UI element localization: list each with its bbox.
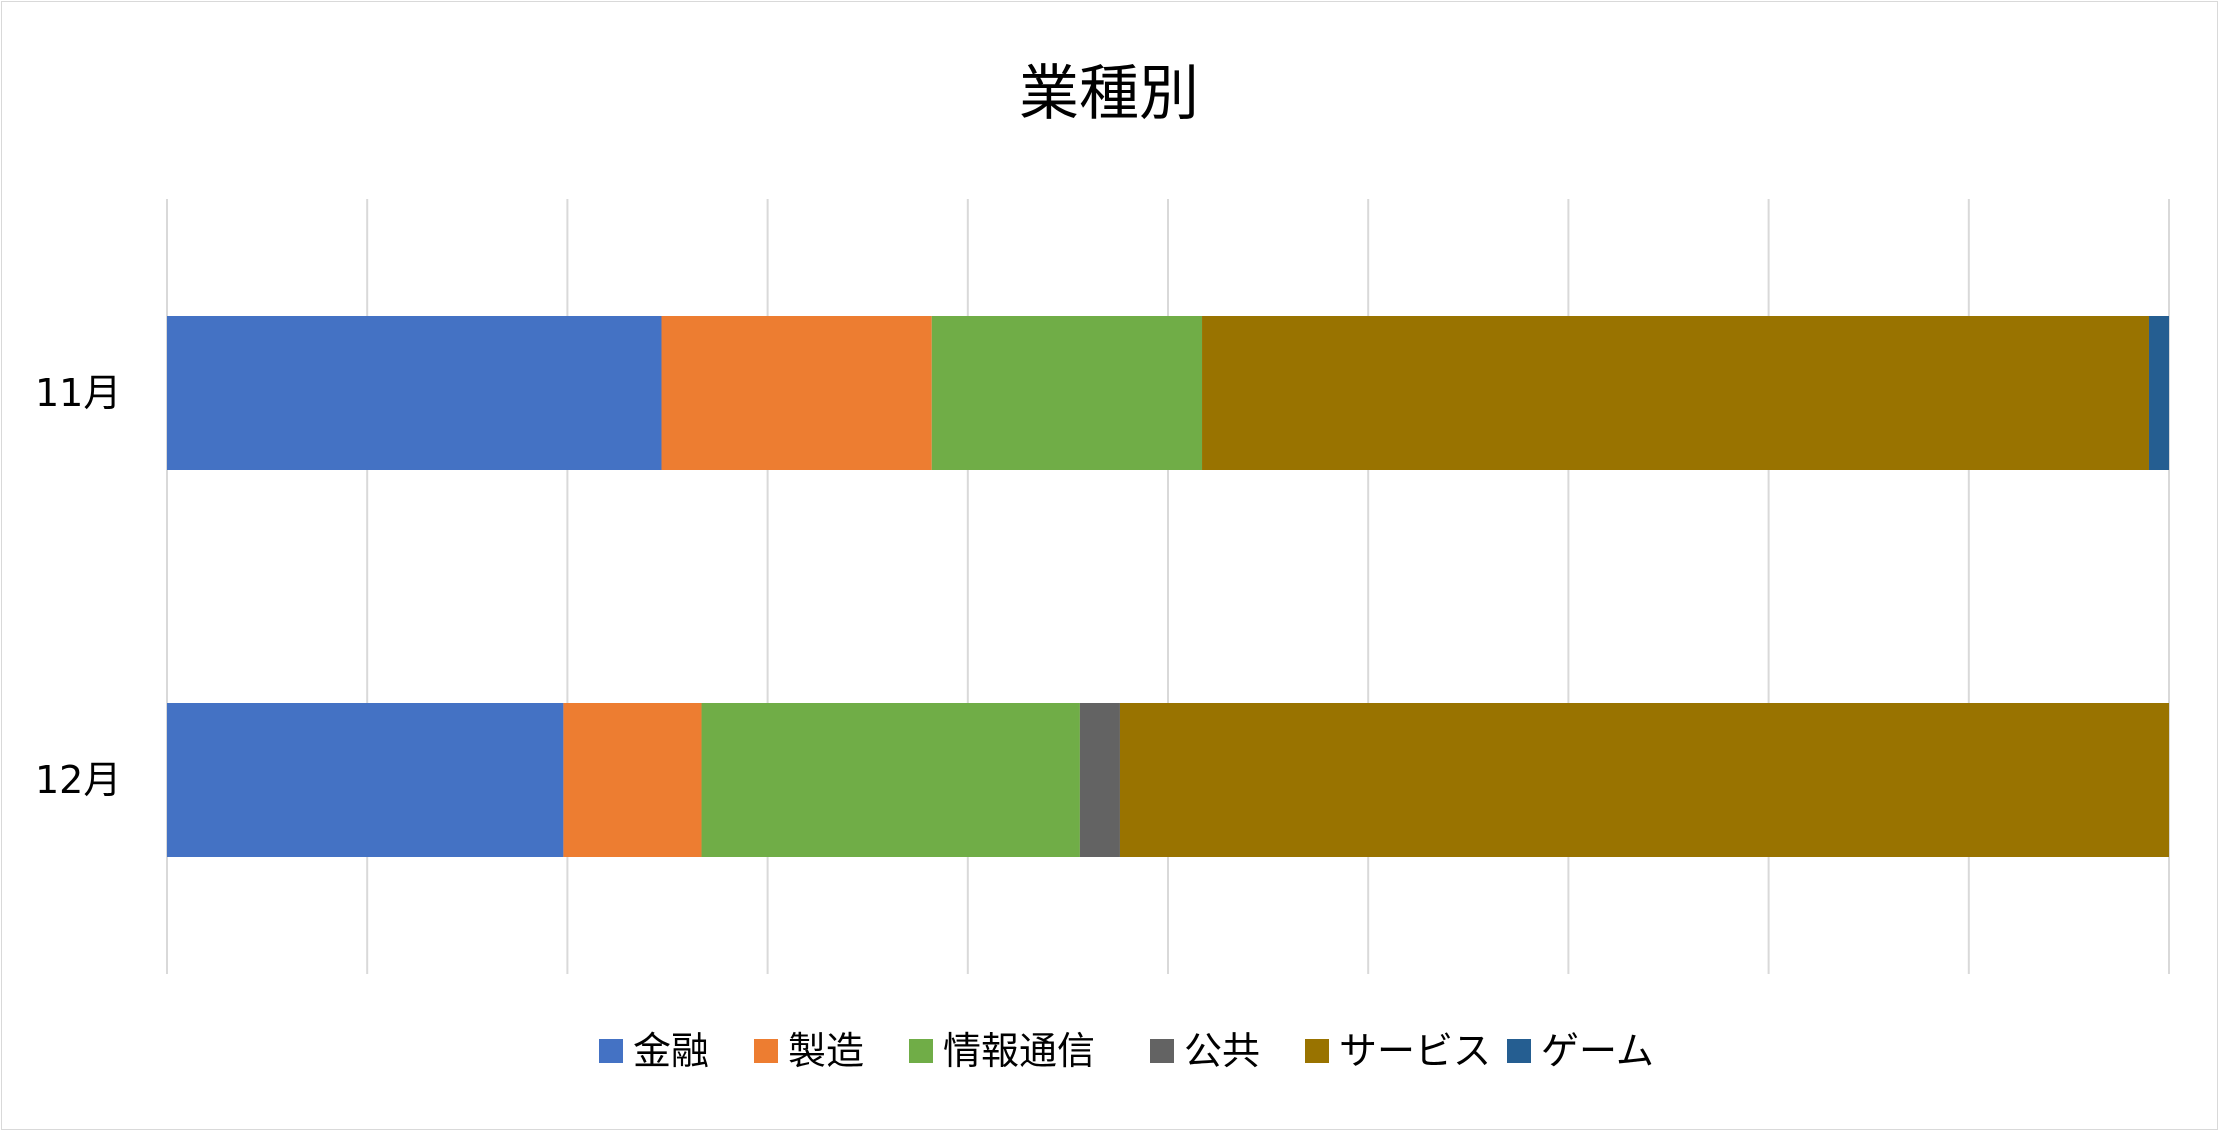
category-label-12: 12月	[35, 758, 121, 802]
bar-segment-5-0	[2148, 316, 2169, 470]
legend-label-2: 情報通信	[943, 1029, 1095, 1073]
bar-segment-0-1	[167, 703, 564, 857]
bar-segment-4-1	[1119, 703, 2169, 857]
gridlines	[166, 199, 2170, 974]
category-axis: 11月 12月	[35, 371, 121, 802]
bar-segment-0-0	[167, 316, 662, 470]
bar-segment-2-0	[931, 316, 1203, 470]
legend-label-4: サービス	[1339, 1029, 1491, 1073]
bar-segment-1-1	[563, 703, 702, 857]
legend: 金融 製造 情報通信 公共 サービス ゲーム	[599, 1029, 1654, 1073]
bars	[167, 316, 2169, 857]
legend-label-5: ゲーム	[1541, 1029, 1654, 1073]
bar-segment-4-0	[1202, 316, 2149, 470]
chart-title: 業種別	[1019, 59, 1199, 129]
legend-swatch-5	[1507, 1039, 1531, 1063]
legend-label-1: 製造	[788, 1029, 864, 1073]
legend-swatch-0	[599, 1039, 623, 1063]
legend-swatch-3	[1150, 1039, 1174, 1063]
bar-segment-1-0	[661, 316, 932, 470]
legend-label-3: 公共	[1184, 1029, 1260, 1073]
legend-swatch-2	[909, 1039, 933, 1063]
legend-label-0: 金融	[633, 1029, 709, 1073]
category-label-11: 11月	[35, 371, 121, 415]
legend-swatch-4	[1305, 1039, 1329, 1063]
bar-segment-3-1	[1079, 703, 1120, 857]
bar-segment-2-1	[701, 703, 1080, 857]
legend-swatch-1	[754, 1039, 778, 1063]
